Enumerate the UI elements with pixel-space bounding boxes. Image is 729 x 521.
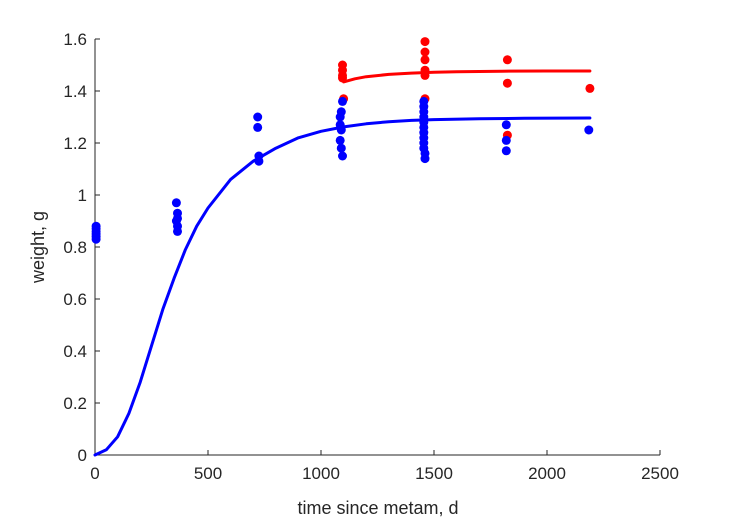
data-point xyxy=(502,55,512,65)
data-point xyxy=(420,47,430,57)
y-tick-label: 0.2 xyxy=(63,394,87,413)
data-point xyxy=(501,135,511,145)
data-point xyxy=(420,55,430,65)
data-point xyxy=(420,70,430,80)
data-point xyxy=(336,107,346,117)
x-tick-label: 1500 xyxy=(415,464,453,483)
x-tick-label: 1000 xyxy=(302,464,340,483)
data-point xyxy=(253,122,263,132)
data-point xyxy=(335,135,345,145)
data-point xyxy=(91,234,101,244)
x-tick-label: 500 xyxy=(194,464,222,483)
x-tick-label: 2000 xyxy=(528,464,566,483)
data-point xyxy=(336,125,346,135)
y-tick-label: 1 xyxy=(78,186,87,205)
y-tick-label: 0.4 xyxy=(63,342,87,361)
data-point xyxy=(254,156,264,166)
y-axis-label: weight, g xyxy=(28,211,48,284)
y-tick-label: 0 xyxy=(78,446,87,465)
data-point xyxy=(338,96,347,106)
fit-curve xyxy=(342,69,592,84)
data-point xyxy=(338,73,347,83)
y-tick-label: 1.6 xyxy=(63,30,87,49)
data-point xyxy=(253,112,263,122)
x-tick-label: 0 xyxy=(90,464,99,483)
data-point xyxy=(336,143,346,153)
data-point xyxy=(502,78,512,88)
data-point xyxy=(584,125,594,135)
x-axis-label: time since metam, d xyxy=(297,498,458,518)
data-point xyxy=(420,154,430,164)
axes xyxy=(94,39,660,456)
data-point xyxy=(173,226,182,236)
data-point xyxy=(420,37,430,47)
data-point xyxy=(338,151,347,161)
fit-curve xyxy=(93,116,592,457)
ticks: 0 500 1000 1500 2000 2500 0 0.2 0.4 0.6 0.8 1 1.2 1.4… xyxy=(63,30,679,483)
x-tick-label: 2500 xyxy=(641,464,679,483)
y-tick-label: 0.8 xyxy=(63,238,87,257)
y-tick-label: 1.4 xyxy=(63,82,87,101)
y-tick-label: 1.2 xyxy=(63,134,87,153)
data-point xyxy=(585,83,595,93)
data-point xyxy=(501,146,511,156)
data-point xyxy=(501,120,511,130)
data-points xyxy=(91,37,595,244)
y-tick-label: 0.6 xyxy=(63,290,87,309)
data-point xyxy=(171,198,181,208)
